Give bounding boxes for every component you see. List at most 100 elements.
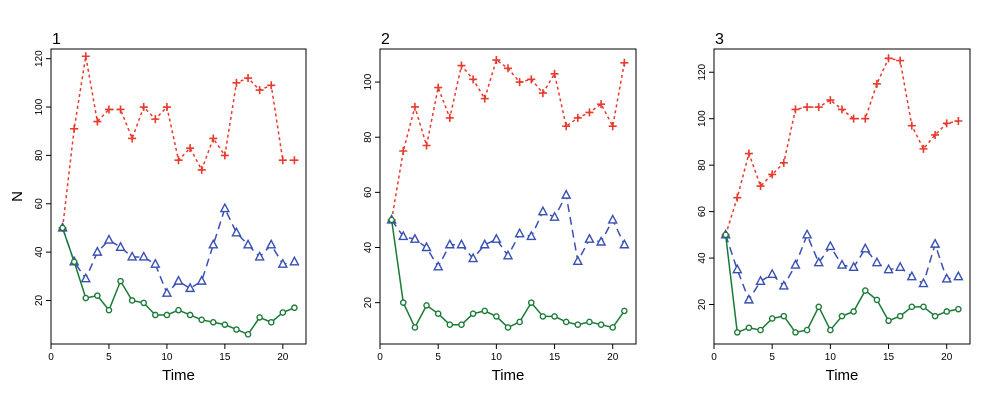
data-point-circle <box>896 312 904 320</box>
data-point-plus <box>768 170 777 179</box>
data-point-circle <box>186 311 194 319</box>
data-point-circle <box>244 331 252 338</box>
data-point-triangle <box>595 236 607 246</box>
data-point-circle <box>873 296 881 304</box>
data-point-circle <box>256 314 263 321</box>
x-tick-label: 10 <box>491 352 503 363</box>
data-point-circle <box>481 307 489 315</box>
data-point-triangle <box>906 270 917 281</box>
data-point-circle <box>757 326 764 334</box>
data-point-circle <box>527 299 535 306</box>
data-point-plus <box>744 149 753 158</box>
data-point-circle <box>267 318 275 326</box>
series-green <box>388 216 628 331</box>
data-point-plus <box>434 83 443 92</box>
data-point-triangle <box>150 258 161 268</box>
data-point-triangle <box>860 242 871 253</box>
data-point-circle <box>827 326 834 334</box>
data-point-triangle <box>537 205 549 216</box>
data-point-circle <box>955 305 962 313</box>
y-tick-label: 80 <box>697 159 708 171</box>
data-point-triangle <box>138 250 149 261</box>
data-point-plus <box>931 130 940 139</box>
panel-title: 1 <box>52 31 61 48</box>
data-point-circle <box>209 318 217 326</box>
data-point-triangle <box>208 238 219 249</box>
data-point-circle <box>175 306 182 314</box>
data-point-triangle <box>848 261 859 272</box>
data-point-triangle <box>526 230 537 241</box>
series-line <box>61 56 295 229</box>
data-point-triangle <box>433 260 444 271</box>
x-tick-label: 20 <box>607 352 619 363</box>
data-point-plus <box>884 54 893 63</box>
data-point-triangle <box>421 241 432 252</box>
data-point-triangle <box>549 211 560 221</box>
data-point-circle <box>233 326 240 333</box>
data-point-triangle <box>813 256 824 267</box>
data-point-triangle <box>444 238 455 249</box>
data-point-plus <box>128 134 137 143</box>
data-point-circle <box>943 308 951 315</box>
y-tick-label: 20 <box>363 297 374 309</box>
data-point-plus <box>186 144 195 153</box>
data-point-plus <box>492 56 501 65</box>
data-point-triangle <box>825 240 836 251</box>
plot-frame <box>379 48 637 345</box>
data-point-plus <box>410 102 419 111</box>
data-point-plus <box>608 122 617 131</box>
data-point-plus <box>919 144 928 153</box>
series-blue <box>57 202 300 297</box>
data-point-triangle <box>219 202 231 213</box>
y-tick-label: 20 <box>697 299 708 311</box>
data-point-plus <box>220 151 229 160</box>
data-point-triangle <box>883 263 894 274</box>
x-axis-title: Time <box>492 367 525 384</box>
x-tick-label: 15 <box>549 352 561 363</box>
data-point-triangle <box>491 233 502 243</box>
data-point-circle <box>128 297 136 304</box>
data-point-circle <box>838 312 846 320</box>
data-point-circle <box>586 318 593 326</box>
series-green <box>59 224 298 338</box>
panel-title: 2 <box>381 31 390 48</box>
series-red <box>721 54 963 239</box>
y-tick-label: 120 <box>34 50 45 67</box>
data-point-circle <box>908 303 916 311</box>
data-point-plus <box>162 103 171 112</box>
x-tick-label: 20 <box>941 352 953 363</box>
data-point-circle <box>446 321 454 329</box>
data-point-circle <box>291 304 298 312</box>
data-point-circle <box>423 302 430 309</box>
data-point-triangle <box>801 228 813 239</box>
y-axis-title: N <box>9 191 26 202</box>
data-point-circle <box>621 307 628 315</box>
data-point-circle <box>861 287 869 294</box>
data-point-triangle <box>918 277 929 288</box>
data-point-circle <box>722 231 729 239</box>
data-point-triangle <box>755 275 766 285</box>
data-point-circle <box>745 324 753 332</box>
x-tick-label: 0 <box>48 352 54 363</box>
data-point-plus <box>255 86 264 95</box>
data-point-plus <box>838 105 846 114</box>
series-blue <box>386 189 630 271</box>
y-tick-label: 40 <box>363 242 374 254</box>
data-point-circle <box>768 315 776 322</box>
data-point-plus <box>139 103 148 112</box>
data-point-triangle <box>561 189 572 199</box>
data-point-triangle <box>584 233 595 243</box>
data-point-plus <box>756 182 765 191</box>
data-point-plus <box>562 122 571 131</box>
y-tick-label: 80 <box>363 131 374 143</box>
data-point-plus <box>504 64 512 73</box>
data-point-circle <box>105 306 113 314</box>
data-point-circle <box>163 311 171 319</box>
data-point-plus <box>70 124 79 133</box>
data-point-plus <box>573 113 582 122</box>
data-point-circle <box>815 303 823 311</box>
data-point-plus <box>480 94 489 103</box>
